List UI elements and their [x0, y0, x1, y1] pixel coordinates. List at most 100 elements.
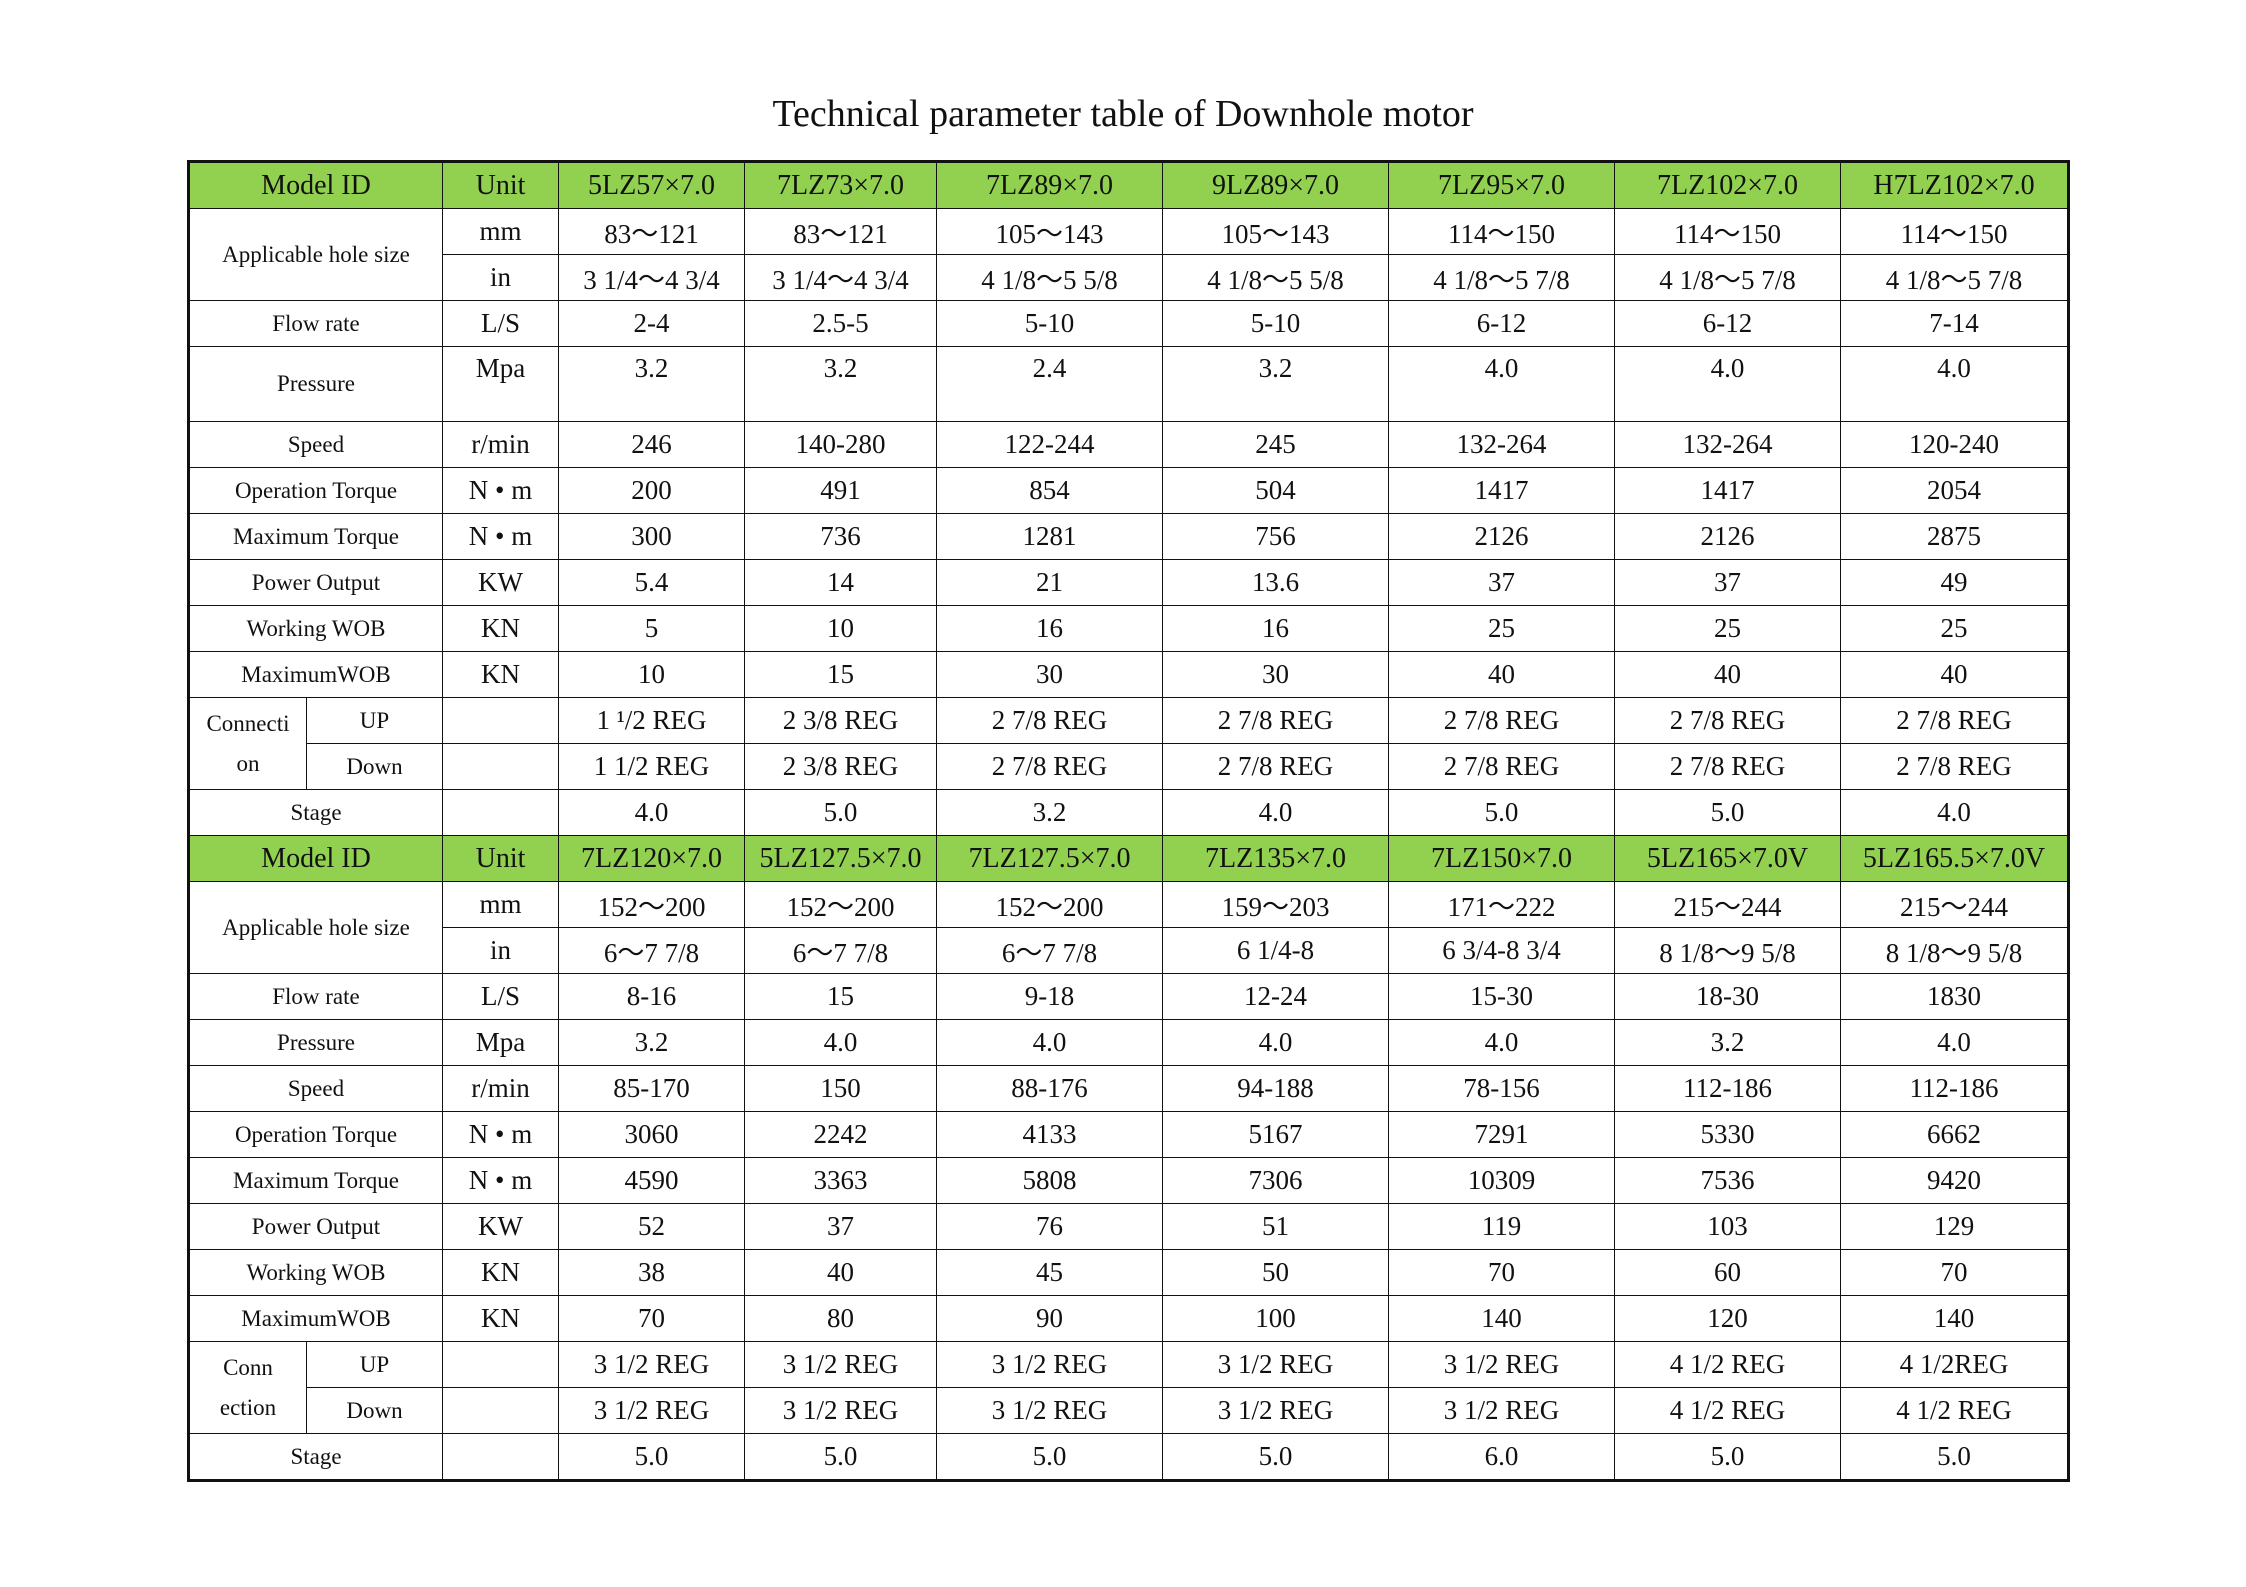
value: 2 7/8 REG — [1614, 697, 1841, 744]
row-label: Stage — [188, 789, 443, 836]
value: 30 — [936, 651, 1163, 698]
value: 4.0 — [1388, 1019, 1615, 1066]
value: 4 1/8～5 7/8 — [1388, 254, 1615, 301]
unit: KN — [442, 605, 559, 652]
value: 3 1/2 REG — [558, 1341, 745, 1388]
value: 40 — [1614, 651, 1841, 698]
data-row: Pressure Mpa 3.2 4.0 4.0 4.0 4.0 3.2 4.0 — [188, 1019, 2069, 1066]
value: 2 7/8 REG — [1840, 697, 2069, 744]
value: 80 — [744, 1295, 937, 1342]
data-row: Pressure Mpa 3.2 3.2 2.4 3.2 4.0 4.0 4.0 — [188, 346, 2069, 422]
model-id: H7LZ102×7.0 — [1840, 161, 2069, 209]
value: 3 1/2 REG — [1388, 1387, 1615, 1434]
value: 83～121 — [558, 208, 745, 255]
unit: r/min — [442, 1065, 559, 1112]
value: 70 — [1388, 1249, 1615, 1296]
unit: N • m — [442, 1157, 559, 1204]
row-label: Speed — [188, 421, 443, 468]
value: 21 — [936, 559, 1163, 606]
value: 132-264 — [1614, 421, 1841, 468]
value: 4.0 — [1840, 1019, 2069, 1066]
value: 9420 — [1840, 1157, 2069, 1204]
value: 3.2 — [744, 346, 937, 422]
unit: L/S — [442, 973, 559, 1020]
value: 2.4 — [936, 346, 1163, 422]
value: 4.0 — [1840, 346, 2069, 422]
data-row: Maximum Torque N • m 4590 3363 5808 7306 10309… — [188, 1157, 2069, 1204]
value: 40 — [744, 1249, 937, 1296]
value: 2054 — [1840, 467, 2069, 514]
header-row: Model ID Unit 5LZ57×7.0 7LZ73×7.0 7LZ89×7.0 9… — [188, 161, 2069, 209]
label-text: Speed — [287, 1075, 345, 1101]
value: 5330 — [1614, 1111, 1841, 1158]
label-text: Power Output — [251, 1213, 381, 1239]
value: 12-24 — [1162, 973, 1389, 1020]
label-text: Working WOB — [246, 615, 386, 641]
data-row: Speed r/min 85-170 150 88-176 94-188 78-156 112… — [188, 1065, 2069, 1112]
unit: mm — [442, 881, 559, 928]
value: 4.0 — [1388, 346, 1615, 422]
value: 25 — [1388, 605, 1615, 652]
value: 4 1/2 REG — [1614, 1387, 1841, 1434]
value: 3.2 — [558, 346, 745, 422]
row-label: Stage — [188, 1433, 443, 1481]
value: 3 1/2 REG — [1162, 1341, 1389, 1388]
data-row: Working WOB KN 5 10 16 16 25 25 25 — [188, 605, 2069, 652]
value: 736 — [744, 513, 937, 560]
value: 5.0 — [744, 1433, 937, 1481]
label-text: Flow rate — [272, 310, 360, 336]
value: 5808 — [936, 1157, 1163, 1204]
unit: Mpa — [442, 1019, 559, 1066]
value: 51 — [1162, 1203, 1389, 1250]
value: 120-240 — [1840, 421, 2069, 468]
value: 1830 — [1840, 973, 2069, 1020]
value: 13.6 — [1162, 559, 1389, 606]
data-row: MaximumWOB KN 10 15 30 30 40 40 40 — [188, 651, 2069, 698]
value: 140-280 — [744, 421, 937, 468]
data-row: Working WOB KN 38 40 45 50 70 60 70 — [188, 1249, 2069, 1296]
value: 5167 — [1162, 1111, 1389, 1158]
model-id: 5LZ165×7.0V — [1614, 835, 1841, 882]
value: 9-18 — [936, 973, 1163, 1020]
unit: mm — [442, 208, 559, 255]
value: 2 3/8 REG — [744, 743, 937, 790]
value: 4 1/8～5 7/8 — [1614, 254, 1841, 301]
header-cell: Unit — [442, 835, 559, 882]
label-text: Working WOB — [246, 1259, 386, 1285]
unit: KN — [442, 651, 559, 698]
value: 491 — [744, 467, 937, 514]
model-id: 7LZ150×7.0 — [1388, 835, 1615, 882]
value: 4.0 — [936, 1019, 1163, 1066]
value: 1 1/2 REG — [558, 743, 745, 790]
value: 94-188 — [1162, 1065, 1389, 1112]
value: 10 — [744, 605, 937, 652]
label-text: Flow rate — [272, 983, 360, 1009]
value: 2 7/8 REG — [1388, 743, 1615, 790]
value: 85-170 — [558, 1065, 745, 1112]
value: 5.0 — [1388, 789, 1615, 836]
value: 4.0 — [1840, 789, 2069, 836]
value: 150 — [744, 1065, 937, 1112]
value: 60 — [1614, 1249, 1841, 1296]
unit-empty — [442, 1433, 559, 1481]
value: 10 — [558, 651, 745, 698]
row-label: Flow rate — [188, 300, 443, 347]
value: 16 — [936, 605, 1163, 652]
sub-label: Down — [306, 743, 443, 790]
unit: KW — [442, 1203, 559, 1250]
label-text: Pressure — [277, 1029, 355, 1055]
value: 3.2 — [558, 1019, 745, 1066]
value: 78-156 — [1388, 1065, 1615, 1112]
data-row: Power Output KW 52 37 76 51 119 103 129 — [188, 1203, 2069, 1250]
label-line: Conn — [223, 1354, 273, 1380]
value: 114～150 — [1840, 208, 2069, 255]
data-row: Operation Torque N • m 3060 2242 4133 5167 729… — [188, 1111, 2069, 1158]
row-label: Working WOB — [188, 1249, 443, 1296]
row-label: Power Output — [188, 559, 443, 606]
value: 2126 — [1388, 513, 1615, 560]
value: 1417 — [1388, 467, 1615, 514]
page-title: Technical parameter table of Downhole mo… — [772, 93, 1474, 135]
value: 37 — [744, 1203, 937, 1250]
data-row: Applicable hole size mm 83～121 83～121 105～14… — [188, 208, 2069, 301]
value: 5.0 — [1162, 1433, 1389, 1481]
